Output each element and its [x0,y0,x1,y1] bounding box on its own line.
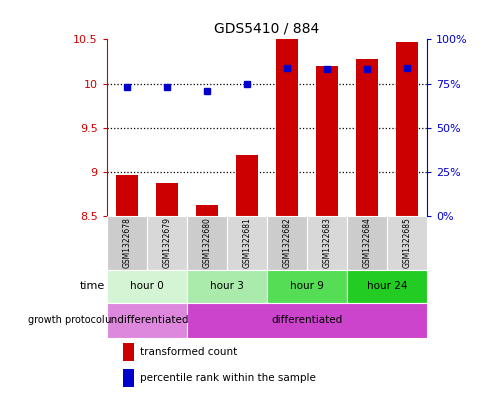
Bar [266,270,346,303]
Text: GSM1322679: GSM1322679 [162,217,171,268]
Bar [226,216,266,270]
Bar [306,216,346,270]
Text: differentiated: differentiated [271,315,342,325]
Text: undifferentiated: undifferentiated [104,315,189,325]
Text: GSM1322680: GSM1322680 [202,217,211,268]
Text: hour 3: hour 3 [210,281,243,291]
Bar [355,59,377,216]
Text: GSM1322681: GSM1322681 [242,218,251,268]
Bar [186,303,426,338]
Text: GSM1322684: GSM1322684 [362,217,371,268]
Text: GSM1322685: GSM1322685 [401,217,410,268]
Text: growth protocol: growth protocol [28,315,105,325]
Bar [106,303,186,338]
Bar [106,270,186,303]
Text: GSM1322683: GSM1322683 [321,217,331,268]
Bar [155,184,177,216]
Text: percentile rank within the sample: percentile rank within the sample [140,373,316,383]
Text: GSM1322682: GSM1322682 [282,218,291,268]
Bar [275,39,297,216]
Title: GDS5410 / 884: GDS5410 / 884 [213,21,319,35]
Bar [395,42,417,216]
Text: GSM1322678: GSM1322678 [122,217,131,268]
Text: hour 0: hour 0 [130,281,163,291]
Bar [235,155,257,216]
Bar [116,174,137,216]
Bar [106,216,146,270]
Bar [186,270,266,303]
Bar [346,216,386,270]
Bar [196,205,217,216]
Bar [146,216,186,270]
Bar [122,343,134,361]
Text: transformed count: transformed count [140,347,237,357]
Bar [346,270,426,303]
Bar [386,216,426,270]
Text: time: time [79,281,105,291]
Bar [315,66,337,216]
Bar [266,216,306,270]
Text: hour 9: hour 9 [289,281,323,291]
Text: hour 24: hour 24 [366,281,406,291]
Bar [186,216,226,270]
Bar [122,369,134,387]
